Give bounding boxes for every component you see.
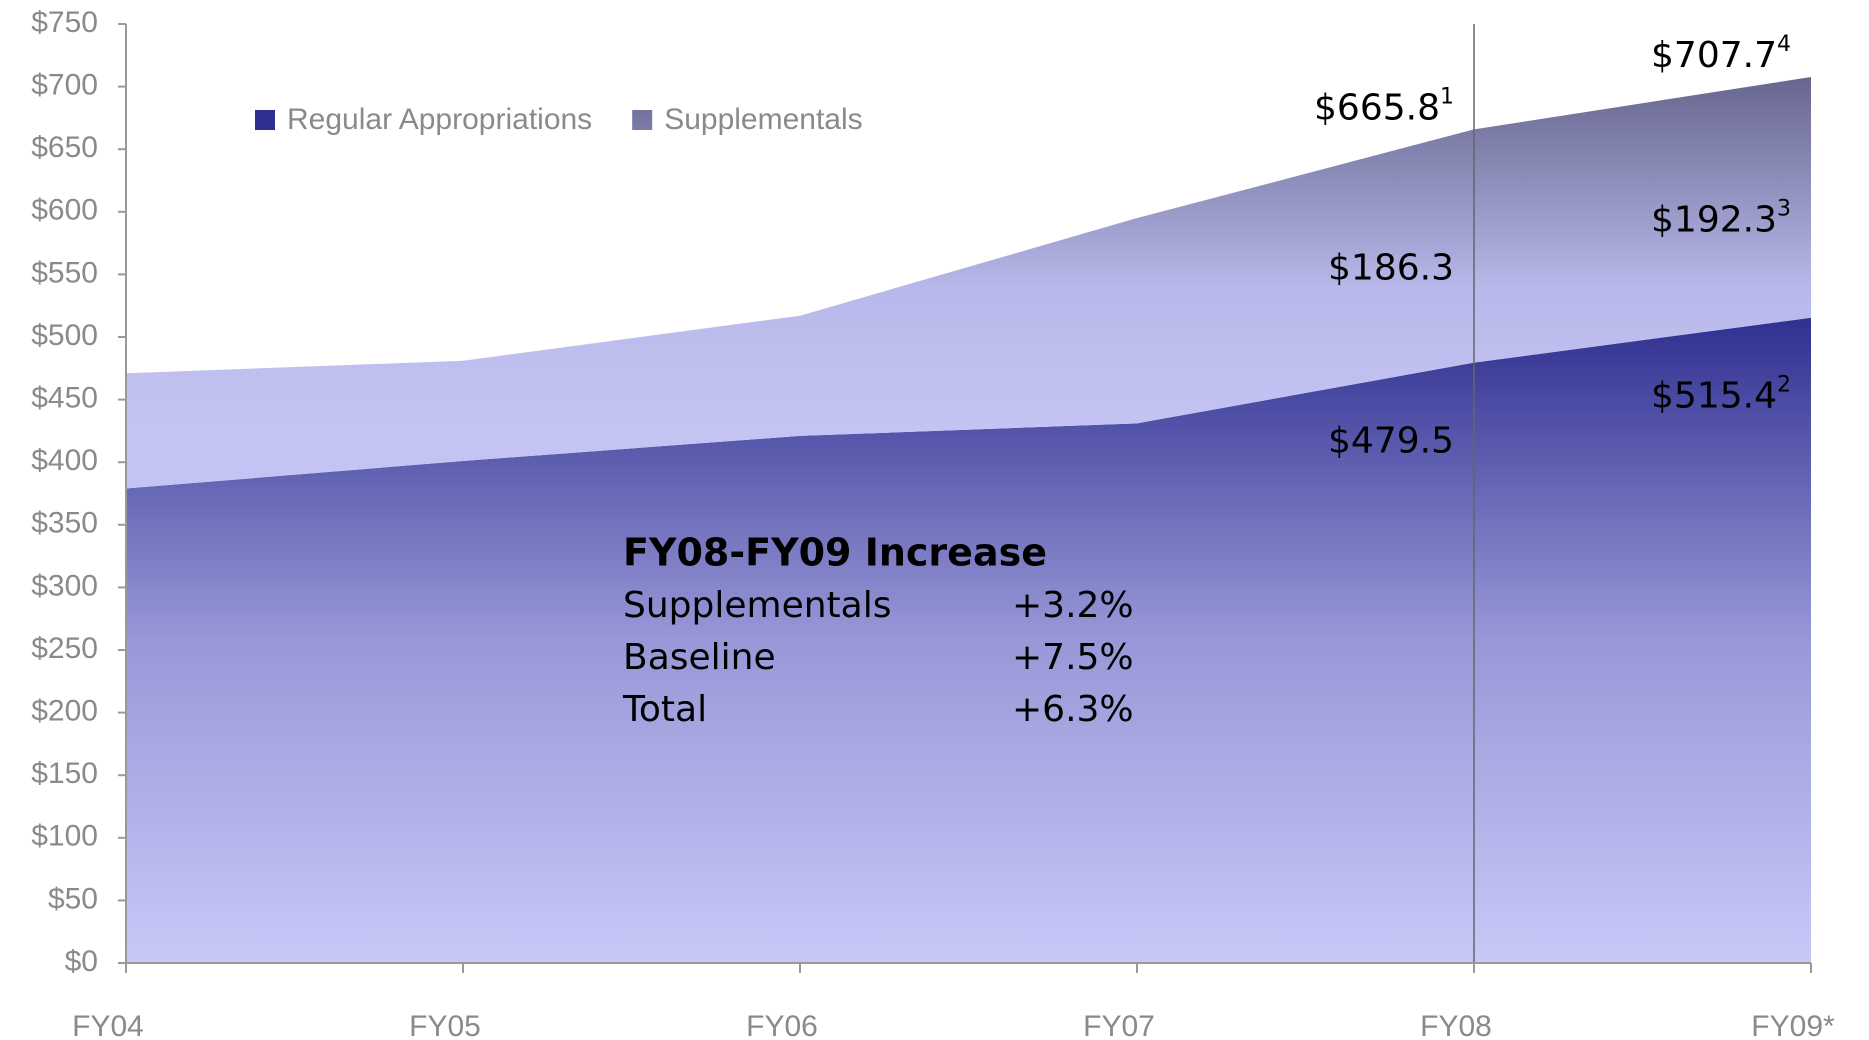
x-tick-label: FY05 xyxy=(409,1010,481,1040)
y-tick-label: $250 xyxy=(31,632,98,665)
value-label-text: $515.4 xyxy=(1651,376,1777,417)
y-tick-label: $300 xyxy=(31,569,98,602)
y-tick-label: $350 xyxy=(31,507,98,540)
y-tick-label: $150 xyxy=(31,757,98,790)
y-tick-label: $100 xyxy=(31,820,98,853)
total-label: $665.81 xyxy=(1314,84,1454,128)
x-tick-label: FY08 xyxy=(1420,1010,1492,1040)
value-label-text: $479.5 xyxy=(1328,421,1454,462)
footnote: 1 xyxy=(1440,84,1454,109)
x-tick-label: FY09* xyxy=(1751,1010,1835,1040)
x-tick-label: FY07 xyxy=(1083,1010,1155,1040)
y-tick-label: $600 xyxy=(31,194,98,227)
textbox-label: Baseline xyxy=(623,637,776,678)
value-label: $515.42 xyxy=(1651,373,1791,417)
y-tick-label: $450 xyxy=(31,382,98,415)
textbox-value: +3.2% xyxy=(1012,585,1134,626)
total-label: $707.74 xyxy=(1651,32,1791,76)
y-tick-label: $650 xyxy=(31,131,98,164)
value-label: $186.3 xyxy=(1328,247,1454,288)
y-tick-label: $0 xyxy=(65,945,98,978)
y-tick-label: $550 xyxy=(31,256,98,289)
footnote: 3 xyxy=(1777,196,1791,221)
value-label-text: $186.3 xyxy=(1328,247,1454,288)
textbox-label: Supplementals xyxy=(623,585,892,626)
y-tick-label: $750 xyxy=(31,6,98,39)
y-tick-label: $500 xyxy=(31,319,98,352)
textbox-value: +6.3% xyxy=(1012,689,1134,730)
total-label-text: $707.7 xyxy=(1651,35,1777,76)
legend-swatch xyxy=(632,110,653,130)
legend-label: Regular Appropriations xyxy=(287,103,592,136)
y-tick-label: $400 xyxy=(31,444,98,477)
footnote: 4 xyxy=(1777,32,1791,57)
value-label: $479.5 xyxy=(1328,421,1454,462)
y-tick-label: $700 xyxy=(31,69,98,102)
x-tick-label: FY04 xyxy=(72,1010,144,1040)
area xyxy=(126,317,1811,963)
y-tick-label: $50 xyxy=(48,882,98,915)
legend-swatch xyxy=(255,110,275,130)
textbox-title: FY08-FY09 Increase xyxy=(623,531,1047,575)
value-label-text: $192.3 xyxy=(1651,199,1777,240)
legend-label: Supplementals xyxy=(664,103,862,136)
textbox-value: +7.5% xyxy=(1012,637,1134,678)
total-label-text: $665.8 xyxy=(1314,87,1440,128)
footnote: 2 xyxy=(1777,373,1791,398)
textbox-label: Total xyxy=(622,689,707,730)
x-tick-label: FY06 xyxy=(746,1010,818,1040)
y-tick-label: $200 xyxy=(31,695,98,728)
value-label: $192.33 xyxy=(1651,196,1791,240)
area xyxy=(126,76,1811,489)
